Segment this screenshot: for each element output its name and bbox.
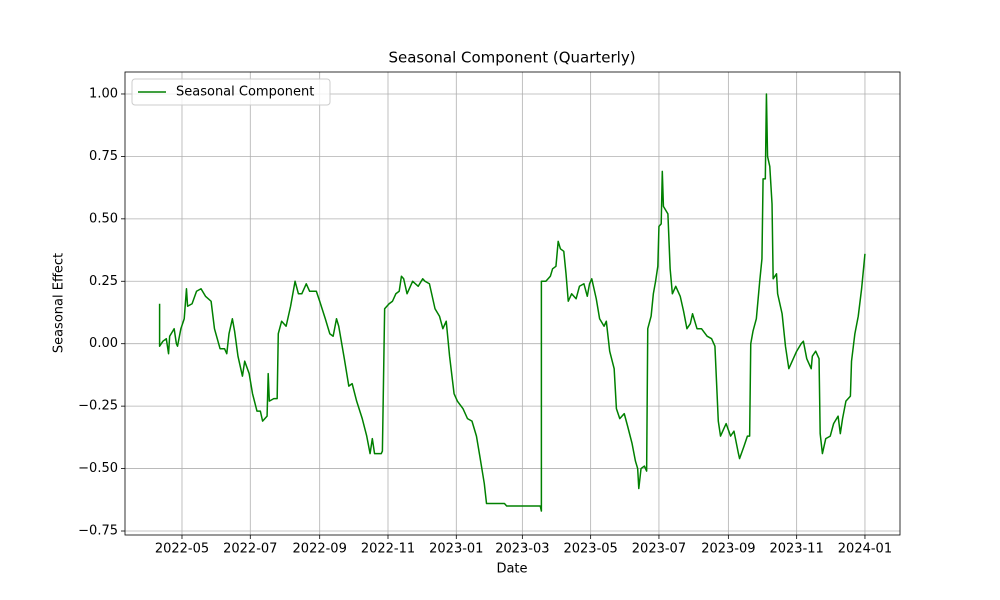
data-line bbox=[158, 93, 866, 512]
x-tick-label: 2023-09 bbox=[701, 542, 755, 557]
legend-box bbox=[131, 78, 331, 106]
y-tick-label: −0.50 bbox=[78, 461, 118, 476]
y-tick-label: 1.00 bbox=[89, 86, 118, 101]
x-tick-label: 2023-01 bbox=[429, 542, 483, 557]
y-tick-label: 0.50 bbox=[89, 211, 118, 226]
y-tick-label: 0.75 bbox=[89, 149, 118, 164]
x-tick-label: 2023-05 bbox=[563, 542, 617, 557]
x-tick-label: 2023-07 bbox=[632, 542, 686, 557]
legend: Seasonal Component bbox=[131, 78, 331, 106]
y-tick-label: −0.75 bbox=[78, 524, 118, 539]
x-tick-label: 2022-11 bbox=[361, 542, 415, 557]
y-tick-label: −0.25 bbox=[78, 399, 118, 414]
axes-frame bbox=[124, 71, 901, 536]
legend-label: Seasonal Component bbox=[176, 85, 314, 100]
x-tick-label: 2023-03 bbox=[495, 542, 549, 557]
chart-title: Seasonal Component (Quarterly) bbox=[388, 49, 635, 67]
y-axis-label: Seasonal Effect bbox=[52, 253, 67, 353]
x-tick-label: 2022-05 bbox=[155, 542, 209, 557]
x-tick-label: 2022-07 bbox=[223, 542, 277, 557]
x-axis-label: Date bbox=[496, 562, 527, 577]
x-tick-label: 2023-11 bbox=[769, 542, 823, 557]
x-tick-label: 2022-09 bbox=[293, 542, 347, 557]
y-tick-label: 0.00 bbox=[89, 336, 118, 351]
y-tick-label: 0.25 bbox=[89, 274, 118, 289]
x-tick-label: 2024-01 bbox=[838, 542, 892, 557]
